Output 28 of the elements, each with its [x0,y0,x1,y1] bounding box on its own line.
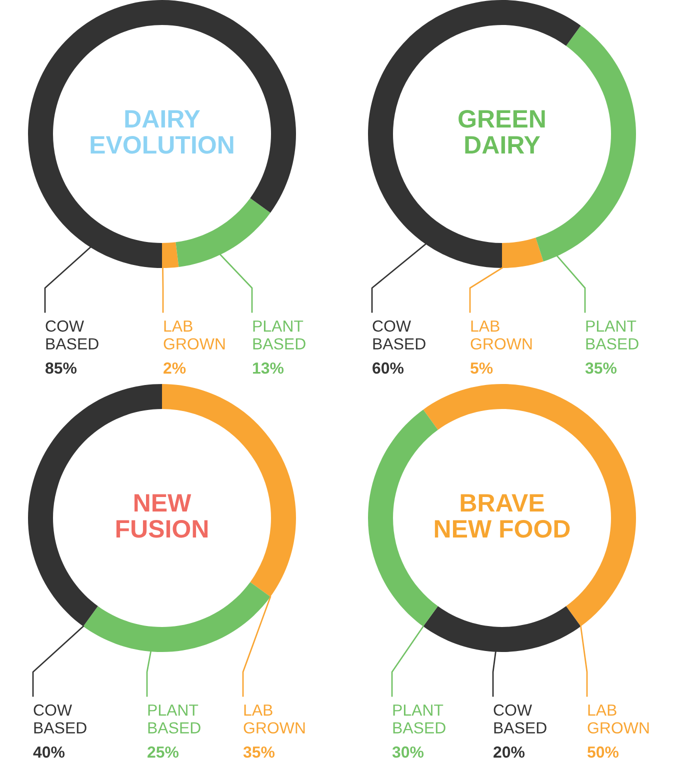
text: NEW FUSION [116,494,208,538]
data-label: 35% [585,362,617,374]
text: GREEN DAIRY [458,110,545,154]
slice-label: LAB GROWN [244,704,305,734]
data-label: 25% [148,746,179,758]
slice-label: COW BASED [372,320,426,350]
slice-label: LAB GROWN [470,320,532,350]
data-label: 30% [392,746,424,758]
data-label: 2% [164,362,186,374]
text: BRAVE NEW FOOD [434,494,570,538]
slice-label: LAB GROWN [588,704,649,734]
text: DAIRY EVOLUTION [90,110,234,154]
slice-label: PLANT BASED [253,320,306,350]
data-label: 40% [33,746,65,758]
data-label: 50% [587,746,619,758]
data-label: 60% [372,362,404,374]
data-label: 35% [243,746,275,758]
data-label: 13% [253,362,284,374]
slice-label: COW BASED [494,704,546,734]
slice-label: PLANT BASED [586,320,638,350]
slice-label: LAB GROWN [164,320,225,350]
slice-label: PLANT BASED [148,704,200,734]
slice-label: PLANT BASED [393,704,446,734]
slice-label: COW BASED [34,704,86,734]
data-label: 5% [470,362,493,374]
data-label: 20% [494,746,525,758]
slice-label: COW BASED [46,320,98,350]
data-label: 85% [46,362,77,374]
